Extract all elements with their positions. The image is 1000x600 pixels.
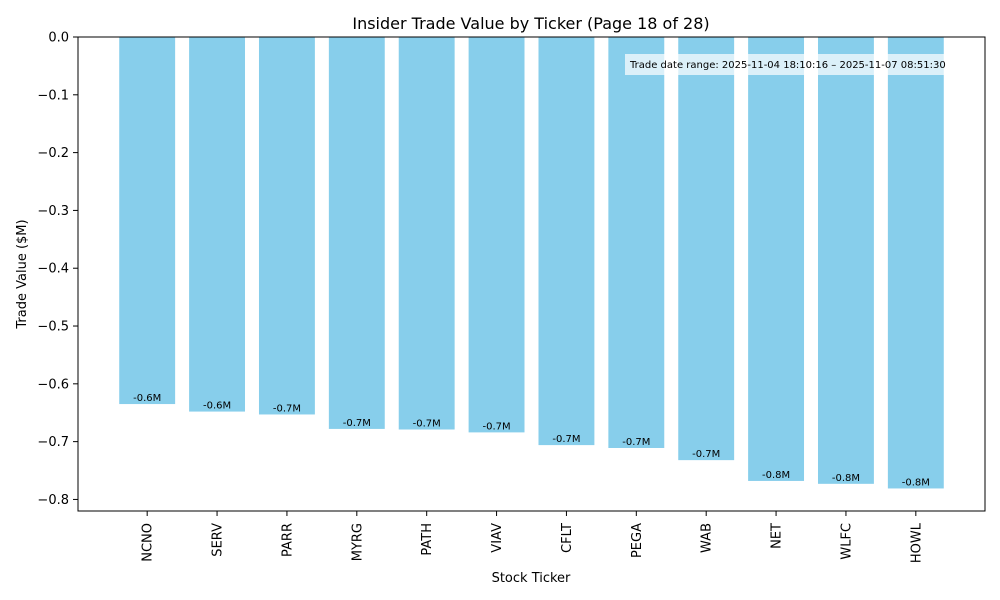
data-label-net: -0.8M <box>762 470 790 481</box>
y-tick-label: −0.4 <box>37 262 69 277</box>
data-label-wlfc: -0.8M <box>832 473 860 484</box>
y-tick-label: −0.3 <box>37 204 69 219</box>
chart-title: Insider Trade Value by Ticker (Page 18 o… <box>352 14 709 33</box>
data-label-path: -0.7M <box>413 418 441 429</box>
x-tick-label-howl: HOWL <box>909 522 924 563</box>
bar-viav <box>468 37 525 433</box>
x-tick-label-net: NET <box>770 523 785 549</box>
bar-net <box>748 37 805 481</box>
bar-wab <box>678 37 735 461</box>
bar-pega <box>608 37 665 448</box>
annotation-background <box>625 54 951 75</box>
x-tick-label-wlfc: WLFC <box>839 523 854 560</box>
bar-myrg <box>328 37 385 429</box>
x-axis-label: Stock Ticker <box>492 571 571 586</box>
date-range-annotation: Trade date range: 2025-11-04 18:10:16 – … <box>625 54 951 75</box>
bar-serv <box>189 37 246 412</box>
x-tick-label-path: PATH <box>420 523 435 556</box>
x-tick-label-parr: PARR <box>280 523 295 557</box>
bar-cflt <box>538 37 595 446</box>
bar-parr <box>258 37 315 415</box>
data-label-parr: -0.7M <box>273 403 301 414</box>
data-labels-layer: -0.6M -0.6M -0.7M -0.7M -0.7M -0.7M -0.7M -0.7M… <box>133 393 930 488</box>
x-tick-label-pega: PEGA <box>630 523 645 558</box>
x-tick-label-ncno: NCNO <box>141 523 156 562</box>
data-label-ncno: -0.6M <box>133 393 161 404</box>
x-axis: NCNO SERV PARR MYRG PATH VIAV CFLT PEGA WAB NET WL… <box>141 511 924 563</box>
y-axis-label: Trade Value ($M) <box>15 219 30 329</box>
x-tick-label-cflt: CFLT <box>560 523 575 553</box>
x-tick-label-viav: VIAV <box>490 523 505 553</box>
bar-path <box>398 37 455 430</box>
data-label-howl: -0.8M <box>902 477 930 488</box>
x-tick-label-serv: SERV <box>211 523 226 557</box>
y-tick-label: −0.7 <box>37 435 69 450</box>
bar-howl <box>887 37 944 489</box>
bar-wlfc <box>817 37 874 484</box>
y-tick-label: −0.5 <box>37 320 69 335</box>
data-label-myrg: -0.7M <box>343 418 371 429</box>
y-tick-label: −0.8 <box>37 493 69 508</box>
plot-frame <box>77 36 986 512</box>
data-label-serv: -0.6M <box>203 401 231 412</box>
y-tick-label: 0.0 <box>48 31 69 46</box>
data-label-viav: -0.7M <box>482 421 510 432</box>
data-label-pega: -0.7M <box>622 437 650 448</box>
x-tick-label-myrg: MYRG <box>350 523 365 561</box>
data-label-wab: -0.7M <box>692 449 720 460</box>
bars-layer <box>119 37 944 489</box>
y-tick-label: −0.6 <box>37 377 69 392</box>
y-axis: 0.0 −0.1 −0.2 −0.3 −0.4 −0.5 −0.6 −0.7 −0.8 <box>37 31 78 508</box>
annotation-text: Trade date range: 2025-11-04 18:10:16 – … <box>629 60 946 71</box>
x-tick-label-wab: WAB <box>700 523 715 553</box>
bar-ncno <box>119 37 176 405</box>
data-label-cflt: -0.7M <box>552 434 580 445</box>
y-tick-label: −0.2 <box>37 146 69 161</box>
y-tick-label: −0.1 <box>37 88 69 103</box>
